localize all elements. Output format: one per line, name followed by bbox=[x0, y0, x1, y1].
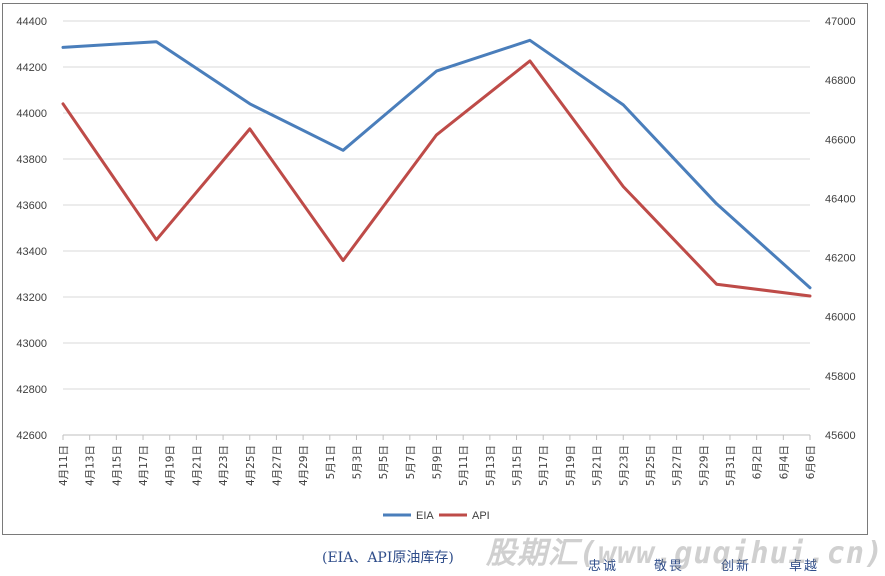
right-tick-label: 46600 bbox=[825, 134, 856, 146]
left-tick-label: 42600 bbox=[16, 430, 47, 442]
x-tick-label: 5月7日 bbox=[405, 445, 417, 479]
x-tick-label: 6月2日 bbox=[752, 445, 764, 479]
x-tick-label: 5月13日 bbox=[485, 445, 497, 486]
x-tick-label: 5月25日 bbox=[645, 445, 657, 486]
x-tick-label: 4月11日 bbox=[58, 445, 70, 486]
right-tick-label: 45600 bbox=[825, 430, 856, 442]
x-tick-label: 4月27日 bbox=[271, 445, 283, 486]
motto-reverence: 敬畏 bbox=[654, 559, 685, 574]
x-tick-label: 4月25日 bbox=[245, 445, 257, 486]
right-tick-label: 45800 bbox=[825, 371, 856, 383]
x-tick-label: 5月19日 bbox=[565, 445, 577, 486]
x-tick-label: 5月29日 bbox=[698, 445, 710, 486]
x-tick-label: 5月1日 bbox=[325, 445, 337, 479]
x-tick-label: 5月3日 bbox=[351, 445, 363, 479]
x-tick-label: 5月9日 bbox=[432, 445, 444, 479]
left-tick-label: 43400 bbox=[16, 246, 47, 258]
left-tick-label: 44000 bbox=[16, 108, 47, 120]
left-tick-label: 44200 bbox=[16, 62, 47, 74]
x-tick-label: 6月6日 bbox=[805, 445, 817, 479]
x-tick-label: 5月31日 bbox=[725, 445, 737, 486]
x-tick-label: 4月23日 bbox=[218, 445, 230, 486]
legend-label: API bbox=[472, 510, 490, 522]
left-tick-label: 44400 bbox=[16, 16, 47, 28]
left-tick-label: 42800 bbox=[16, 384, 47, 396]
right-tick-label: 46200 bbox=[825, 253, 856, 265]
right-tick-label: 46000 bbox=[825, 312, 856, 324]
x-tick-label: 4月29日 bbox=[298, 445, 310, 486]
x-tick-label: 5月21日 bbox=[592, 445, 604, 486]
left-tick-label: 43200 bbox=[16, 292, 47, 304]
x-tick-label: 4月21日 bbox=[191, 445, 203, 486]
x-tick-label: 5月23日 bbox=[618, 445, 630, 486]
watermark-text: 股期汇(www.guqihui.cn) bbox=[486, 536, 884, 571]
right-tick-label: 46400 bbox=[825, 193, 856, 205]
x-tick-label: 5月27日 bbox=[672, 445, 684, 486]
x-tick-label: 5月11日 bbox=[458, 445, 470, 486]
x-tick-label: 5月17日 bbox=[538, 445, 550, 486]
right-tick-label: 47000 bbox=[825, 16, 856, 28]
legend-label: EIA bbox=[416, 510, 434, 522]
left-tick-label: 43600 bbox=[16, 200, 47, 212]
series-line-api bbox=[61, 59, 812, 298]
x-tick-label: 4月13日 bbox=[85, 445, 97, 486]
x-tick-label: 4月17日 bbox=[138, 445, 150, 486]
motto-excellence: 卓越 bbox=[789, 559, 820, 574]
x-tick-label: 5月5日 bbox=[378, 445, 390, 479]
motto-loyalty: 忠诚 bbox=[588, 559, 619, 574]
left-tick-label: 43800 bbox=[16, 154, 47, 166]
motto-innovation: 创新 bbox=[721, 559, 752, 574]
series-line-eia bbox=[61, 38, 812, 290]
x-tick-label: 4月15日 bbox=[111, 445, 123, 486]
x-tick-label: 4月19日 bbox=[165, 445, 177, 486]
x-tick-label: 5月15日 bbox=[512, 445, 524, 486]
x-tick-label: 6月4日 bbox=[778, 445, 790, 479]
left-tick-label: 43000 bbox=[16, 338, 47, 350]
right-tick-label: 46800 bbox=[825, 75, 856, 87]
chart-frame bbox=[2, 3, 868, 535]
chart-caption: (EIA、API原油库存) bbox=[322, 550, 454, 566]
